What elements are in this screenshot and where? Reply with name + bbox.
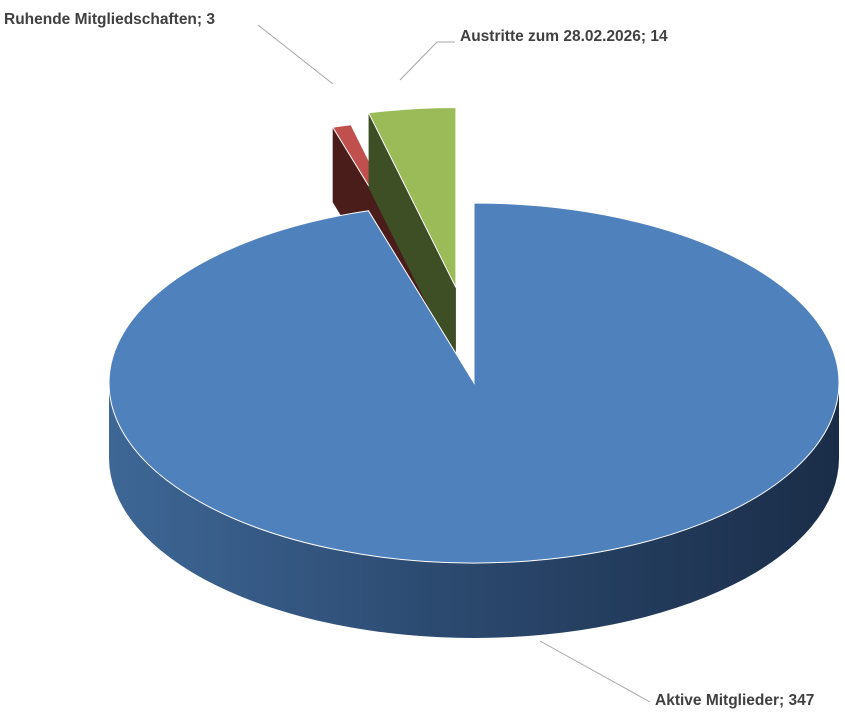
slice-austritte	[367, 106, 457, 363]
slice-label-aktive: Aktive Mitglieder; 347	[655, 692, 814, 709]
leader-austritte	[399, 41, 455, 81]
leader-aktive	[539, 640, 651, 703]
slice-top-aktive	[108, 202, 840, 564]
slice-top-austritte	[367, 106, 457, 288]
slice-label-ruhende: Ruhende Mitgliedschaften; 3	[4, 11, 215, 28]
slice-cutface-austritte	[368, 112, 456, 363]
slice-side-aktive	[109, 383, 839, 638]
leader-ruhende	[257, 24, 334, 85]
slice-aktive	[108, 202, 840, 638]
slice-label-austritte: Austritte zum 28.02.2026; 14	[460, 28, 668, 45]
